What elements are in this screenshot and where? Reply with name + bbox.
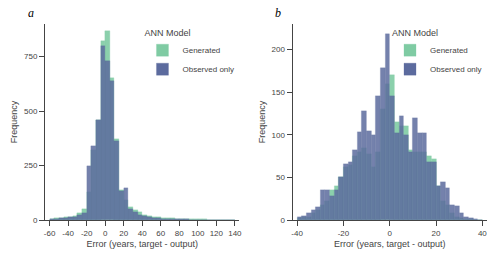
svg-text:Observed only: Observed only	[430, 65, 482, 74]
svg-text:b: b	[275, 6, 281, 20]
svg-text:140: 140	[228, 229, 242, 238]
svg-text:0: 0	[280, 216, 285, 225]
svg-text:250: 250	[24, 161, 38, 170]
svg-text:Frequency: Frequency	[9, 100, 19, 143]
svg-text:40: 40	[138, 229, 147, 238]
svg-text:ANN Model: ANN Model	[392, 28, 438, 38]
svg-text:20: 20	[119, 229, 128, 238]
svg-text:-60: -60	[44, 229, 56, 238]
svg-text:80: 80	[175, 229, 184, 238]
svg-text:120: 120	[210, 229, 224, 238]
svg-text:100: 100	[191, 229, 205, 238]
svg-text:-20: -20	[338, 229, 350, 238]
svg-text:0: 0	[33, 216, 38, 225]
svg-text:ANN Model: ANN Model	[144, 28, 190, 38]
svg-text:-40: -40	[62, 229, 74, 238]
svg-text:0: 0	[103, 229, 108, 238]
svg-text:40: 40	[478, 229, 487, 238]
svg-text:Error (years, target - output): Error (years, target - output)	[334, 239, 446, 249]
svg-text:-20: -20	[81, 229, 93, 238]
svg-text:Frequency: Frequency	[257, 100, 267, 143]
svg-text:60: 60	[156, 229, 165, 238]
svg-text:a: a	[28, 6, 34, 20]
svg-text:750: 750	[24, 52, 38, 61]
svg-text:-40: -40	[291, 229, 303, 238]
svg-text:100: 100	[272, 131, 286, 140]
svg-text:Generated: Generated	[182, 46, 220, 55]
svg-text:150: 150	[272, 88, 286, 97]
svg-text:200: 200	[272, 45, 286, 54]
svg-text:Error (years, target - output): Error (years, target - output)	[86, 239, 198, 249]
svg-text:50: 50	[276, 173, 285, 182]
svg-text:500: 500	[24, 107, 38, 116]
svg-text:Observed only: Observed only	[182, 65, 234, 74]
svg-text:Generated: Generated	[430, 46, 468, 55]
svg-text:20: 20	[432, 229, 441, 238]
svg-text:0: 0	[388, 229, 393, 238]
